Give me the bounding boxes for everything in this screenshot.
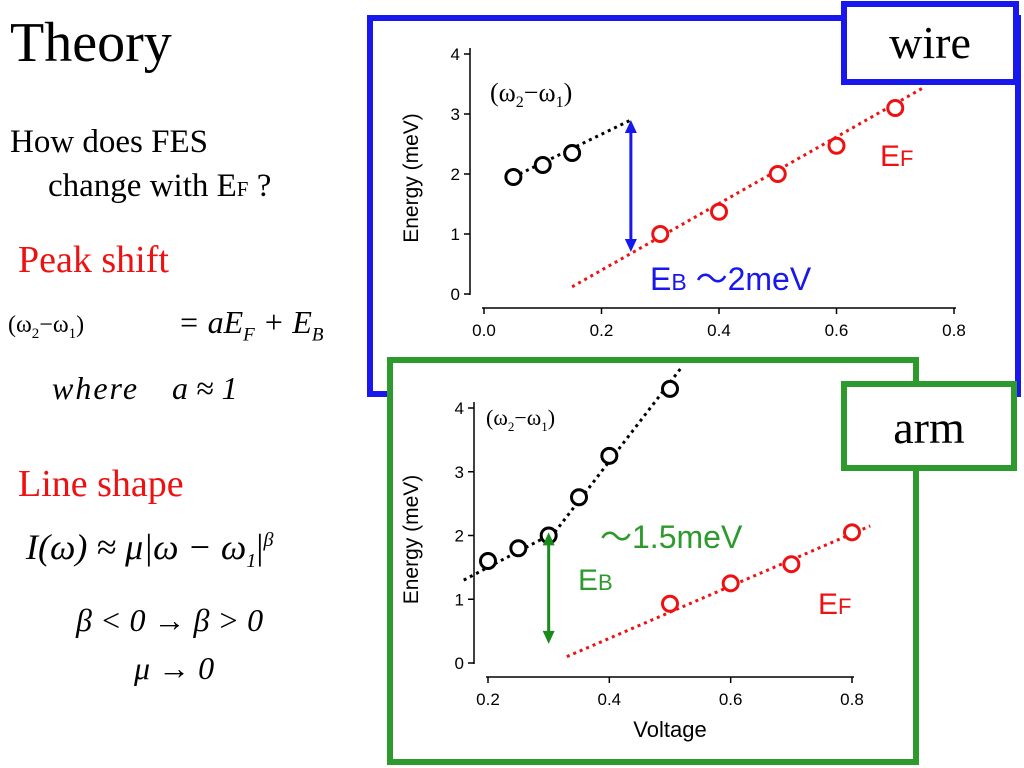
question-text: How does FES change with EF ? <box>10 120 271 211</box>
omega-point <box>563 144 582 162</box>
arm-label-box <box>841 381 1017 471</box>
x-tick-label: 0.0 <box>472 321 496 340</box>
peak-shift-equation-rhs: = aEF + EB <box>178 304 324 346</box>
fit-line <box>571 85 926 289</box>
fit-line <box>566 524 871 659</box>
y-tick-label: 2 <box>455 527 464 546</box>
y-tick-label: 2 <box>451 165 460 184</box>
x-tick-label: 0.8 <box>942 321 966 340</box>
eb-annotation: EB ～2meV <box>650 261 812 297</box>
x-axis-label: Voltage <box>633 717 706 742</box>
slide-title: Theory <box>10 12 172 74</box>
peak-shift-heading: Peak shift <box>18 239 169 281</box>
y-tick-label: 3 <box>451 105 460 124</box>
ef-point <box>710 202 728 221</box>
eb-annotation: EB <box>578 564 613 597</box>
eb-arrow-head-down <box>542 630 555 644</box>
x-tick-label: 0.4 <box>707 321 731 340</box>
omega-point <box>479 552 497 570</box>
y-tick-label: 1 <box>451 225 460 244</box>
y-tick-label: 4 <box>455 399 464 418</box>
line-shape-heading: Line shape <box>18 463 184 505</box>
omega-annotation: (ω2−ω1) <box>490 78 572 111</box>
omega-point <box>661 379 679 398</box>
where-condition: a ≈ 1 <box>172 370 238 406</box>
x-tick-label: 0.2 <box>590 321 614 340</box>
peak-shift-equation-lhs: (ω2−ω1) <box>8 312 85 342</box>
arm-label: arm <box>893 402 965 453</box>
omega-point <box>600 446 619 465</box>
ef-annotation: EF <box>880 140 913 173</box>
y-axis-label: Energy (meV) <box>400 475 423 605</box>
line-shape-equation: I(ω) ≈ μ|ω − ω1|β <box>26 527 274 573</box>
ef-point <box>782 555 801 574</box>
chart-arm: 0 1 2 3 4 0.2 0.4 0.6 0.8 Energy (meV) Voltage (ω2−… <box>400 365 871 742</box>
beta-change: β < 0 → β > 0 <box>76 602 264 638</box>
y-tick-label: 1 <box>455 590 464 609</box>
eb-arrow-head-up <box>542 532 555 546</box>
omega-annotation: (ω2−ω1) <box>486 405 555 434</box>
arm-frame <box>387 357 919 765</box>
omega-point <box>570 488 588 507</box>
omega-point <box>533 156 552 174</box>
tilde-annotation: ～1.5meV <box>600 519 743 555</box>
x-tick-label: 0.2 <box>476 690 500 709</box>
x-tick-label: 0.6 <box>825 321 849 340</box>
y-tick-label: 0 <box>451 285 460 304</box>
ef-point <box>843 523 861 542</box>
x-tick-label: 0.4 <box>598 690 622 709</box>
omega-point <box>509 539 528 558</box>
wire-label: wire <box>889 17 971 68</box>
wire-label-box <box>841 1 1019 85</box>
chart-wire: 0 1 2 3 4 0.0 0.2 0.4 0.6 0.8 Energy (meV) (ω2−ω1) E… <box>400 45 966 340</box>
y-axis-label: Energy (meV) <box>400 113 423 243</box>
y-tick-label: 4 <box>451 45 460 64</box>
where-text: where <box>52 370 140 406</box>
ef-point <box>721 574 740 593</box>
ef-point <box>886 99 905 117</box>
omega-point <box>504 168 523 186</box>
eb-arrow-head-up <box>624 120 637 133</box>
y-tick-label: 0 <box>455 654 464 673</box>
question-line-1: How does FES <box>10 124 209 160</box>
eb-arrow-head-down <box>624 239 637 252</box>
fit-line <box>463 530 556 582</box>
mu-change: μ → 0 <box>134 650 215 686</box>
ef-point <box>651 225 670 243</box>
x-tick-label: 0.6 <box>719 690 743 709</box>
ef-point <box>827 136 846 155</box>
y-tick-label: 3 <box>455 463 464 482</box>
x-tick-label: 0.8 <box>840 690 864 709</box>
ef-point <box>768 165 787 183</box>
question-line-2: change with EF ? <box>48 168 272 204</box>
ef-annotation: EF <box>818 588 851 621</box>
ef-point <box>661 594 679 613</box>
